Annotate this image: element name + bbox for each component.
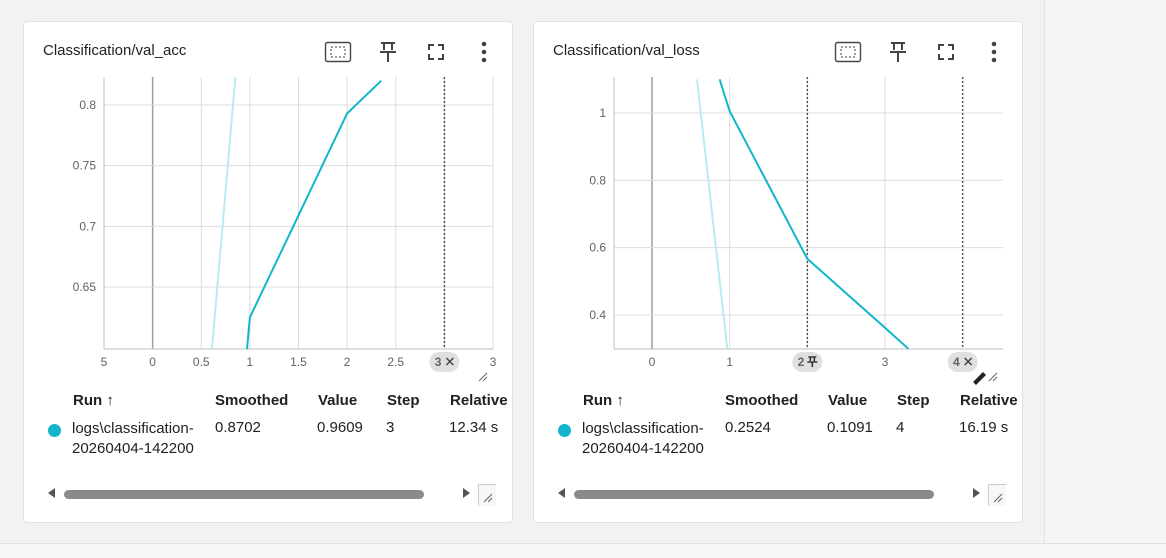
step-marker-badge[interactable]: 2: [792, 352, 823, 372]
x-tick-label: 0.5: [193, 355, 210, 369]
cell-step: 4: [896, 419, 905, 436]
fit-domain-button[interactable]: [324, 38, 352, 66]
y-tick-label: 0.75: [73, 159, 97, 173]
more-options-button[interactable]: [470, 38, 498, 66]
close-icon[interactable]: [445, 357, 454, 366]
run-name: logs\classification-20260404-142200: [582, 420, 704, 457]
scrollbar-thumb[interactable]: [574, 490, 934, 499]
y-tick-label: 0.65: [73, 280, 97, 294]
step-marker-badge[interactable]: 3: [429, 352, 460, 372]
x-tick-label: 0: [149, 355, 156, 369]
pin-icon: [380, 42, 396, 62]
grid: [614, 77, 1003, 349]
plot-resize-icon[interactable]: [478, 372, 488, 382]
y-tick-label: 0.4: [589, 308, 606, 322]
side-panel: [1044, 0, 1166, 545]
step-marker-badge[interactable]: 4: [947, 352, 978, 372]
run-table: Run ↑ Smoothed Value Step Relative logs\…: [534, 390, 1022, 470]
x-tick-label: 0: [649, 355, 656, 369]
x-tick-label: 2.5: [387, 355, 404, 369]
fit-domain-icon: [324, 41, 352, 63]
edit-pencil-icon[interactable]: [973, 372, 986, 385]
x-tick-label: 5: [101, 355, 108, 369]
card-toolbar: [834, 38, 1014, 66]
run-color-dot: [48, 424, 61, 437]
pin-button[interactable]: [374, 38, 402, 66]
y-tick-label: 0.6: [589, 241, 606, 255]
card-title: Classification/val_acc: [43, 42, 187, 59]
fullscreen-icon: [428, 44, 444, 60]
fullscreen-button[interactable]: [932, 38, 960, 66]
header-run[interactable]: Run ↑: [73, 392, 114, 409]
x-tick-label: 1.5: [290, 355, 307, 369]
y-tick-label: 0.8: [79, 98, 96, 112]
plot-resize-icon[interactable]: [988, 372, 998, 382]
cell-smoothed: 0.8702: [215, 419, 261, 436]
scrollbar-thumb[interactable]: [64, 490, 424, 499]
raw-series-line[interactable]: [696, 79, 729, 349]
fullscreen-icon: [938, 44, 954, 60]
header-smoothed[interactable]: Smoothed: [725, 392, 799, 409]
smoothed-series-line[interactable]: [245, 79, 382, 360]
cell-relative: 16.19 s: [959, 419, 1009, 436]
header-value[interactable]: Value: [828, 392, 868, 409]
pin-icon: [807, 356, 818, 367]
cell-value: 0.9609: [317, 419, 363, 436]
y-tick-label: 1: [599, 106, 606, 120]
horizontal-scrollbar[interactable]: [554, 484, 1014, 506]
marker-step-label: 3: [435, 355, 442, 369]
run-table: Run ↑ Smoothed Value Step Relative logs\…: [24, 390, 512, 470]
card-toolbar: [324, 38, 504, 66]
header-smoothed[interactable]: Smoothed: [215, 392, 289, 409]
header-value[interactable]: Value: [318, 392, 358, 409]
scroll-left-arrow-icon[interactable]: [48, 488, 55, 498]
marker-step-label: 4: [953, 355, 960, 369]
fit-domain-icon: [834, 41, 862, 63]
pin-icon: [890, 42, 906, 62]
smoothed-series-line[interactable]: [718, 78, 909, 349]
card-title: Classification/val_loss: [553, 42, 700, 59]
x-tick-label: 1: [726, 355, 733, 369]
raw-series-line[interactable]: [210, 57, 237, 360]
header-step[interactable]: Step: [387, 392, 420, 409]
header-relative[interactable]: Relative: [450, 392, 508, 409]
chart-card-val-acc: Classification/val_acc 0.65 0.7 0.75 0.8 5 0 0…: [23, 21, 513, 523]
x-tick-label: 2: [344, 355, 351, 369]
x-tick-label: 1: [247, 355, 254, 369]
chart-card-val-loss: Classification/val_loss 0.4 0.6 0.8 1 0 1 3 2 4 …: [533, 21, 1023, 523]
bottom-panel: [0, 543, 1166, 558]
resize-handle-icon[interactable]: [478, 484, 496, 506]
more-options-button[interactable]: [980, 38, 1008, 66]
cell-value: 0.1091: [827, 419, 873, 436]
header-run[interactable]: Run ↑: [583, 392, 624, 409]
line-chart-val-acc[interactable]: 0.65 0.7 0.75 0.8 5 0 0.5 1 1.5 2 2.5 3 3: [24, 22, 513, 390]
horizontal-scrollbar[interactable]: [44, 484, 504, 506]
x-tick-label: 3: [882, 355, 889, 369]
more-vert-icon: [481, 41, 487, 63]
fullscreen-button[interactable]: [422, 38, 450, 66]
scroll-right-arrow-icon[interactable]: [973, 488, 980, 498]
scroll-right-arrow-icon[interactable]: [463, 488, 470, 498]
run-name: logs\classification-20260404-142200: [72, 420, 194, 457]
run-color-dot: [558, 424, 571, 437]
cell-relative: 12.34 s: [449, 419, 499, 436]
cell-smoothed: 0.2524: [725, 419, 771, 436]
fit-domain-button[interactable]: [834, 38, 862, 66]
header-relative[interactable]: Relative: [960, 392, 1018, 409]
more-vert-icon: [991, 41, 997, 63]
marker-step-label: 2: [798, 355, 805, 369]
pin-button[interactable]: [884, 38, 912, 66]
line-chart-val-loss[interactable]: 0.4 0.6 0.8 1 0 1 3 2 4: [534, 22, 1023, 390]
y-tick-label: 0.8: [589, 173, 606, 187]
grid: [103, 77, 494, 349]
header-step[interactable]: Step: [897, 392, 930, 409]
cell-step: 3: [386, 419, 395, 436]
x-tick-label: 3: [490, 355, 497, 369]
close-icon[interactable]: [964, 357, 973, 366]
y-tick-label: 0.7: [79, 219, 96, 233]
scroll-left-arrow-icon[interactable]: [558, 488, 565, 498]
resize-handle-icon[interactable]: [988, 484, 1006, 506]
